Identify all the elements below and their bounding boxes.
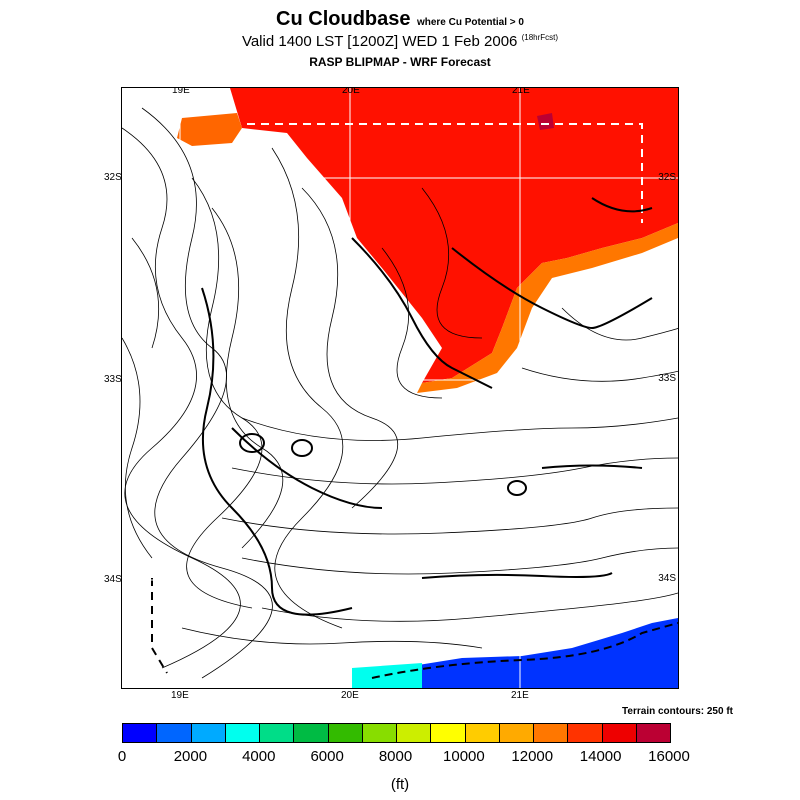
coastline xyxy=(371,622,678,679)
map-title: Cu Cloudbase xyxy=(276,8,411,30)
colorbar xyxy=(122,723,671,743)
colorbar-swatch xyxy=(362,724,397,742)
terrain-contours xyxy=(122,107,678,679)
graticule xyxy=(122,88,678,688)
left-lat-label: 33S xyxy=(104,374,122,385)
valid-time: Valid 1400 LST [1200Z] WED 1 Feb 2006 xyxy=(241,33,518,50)
colorbar-swatch xyxy=(397,724,432,742)
valid-time-line: Valid 1400 LST [1200Z] WED 1 Feb 2006 (1… xyxy=(0,33,800,50)
colorbar-tick-label: 4000 xyxy=(242,748,276,765)
cloudbase-low-region xyxy=(362,618,678,688)
top-lon-label: 19E xyxy=(172,87,190,96)
map-panel: 19E 20E 21E 32S 33S 34S xyxy=(121,87,679,689)
bottom-lon-label: 19E xyxy=(171,690,189,701)
colorbar-swatch xyxy=(636,724,670,742)
domain-boundary xyxy=(247,123,643,223)
right-lat-label: 34S xyxy=(658,573,676,584)
colorbar-swatch xyxy=(465,724,500,742)
colorbar-tick-label: 2000 xyxy=(173,748,208,765)
colorbar-tick-label: 0 xyxy=(117,748,127,765)
bottom-lon-label: 21E xyxy=(511,690,529,701)
top-lon-label: 20E xyxy=(342,87,360,96)
colorbar-tick-label: 12000 xyxy=(511,748,554,765)
right-lat-label: 33S xyxy=(658,373,676,384)
colorbar-swatch xyxy=(294,724,329,742)
colorbar-tick-label: 8000 xyxy=(378,748,413,765)
left-lat-label: 32S xyxy=(104,172,122,183)
bottom-lon-label: 20E xyxy=(341,690,359,701)
colorbar-tick-label: 10000 xyxy=(443,748,485,765)
cloudbase-orange-edge xyxy=(417,223,678,393)
colorbar-swatch xyxy=(225,724,260,742)
forecast-hour: (18hrFcst) xyxy=(521,33,559,42)
colorbar-swatch xyxy=(157,724,192,742)
right-lat-label: 32S xyxy=(658,172,676,183)
terrain-contours-bold xyxy=(201,197,653,616)
map-canvas xyxy=(122,88,678,688)
colorbar-tick-label: 6000 xyxy=(310,748,344,765)
title-line: Cu Cloudbase where Cu Potential > 0 xyxy=(0,8,800,31)
colorbar-swatch xyxy=(260,724,295,742)
terrain-contour-note: Terrain contours: 250 ft xyxy=(622,706,733,717)
colorbar-swatch xyxy=(534,724,569,742)
colorbar-swatch xyxy=(191,724,226,742)
colorbar-swatch xyxy=(328,724,363,742)
cloudbase-orange-west xyxy=(177,113,242,146)
colorbar-units: (ft) xyxy=(390,776,410,793)
top-lon-label: 21E xyxy=(512,87,530,96)
colorbar-tick-label: 14000 xyxy=(579,748,622,765)
left-lat-label: 34S xyxy=(104,574,122,585)
colorbar-swatch xyxy=(602,724,637,742)
colorbar-swatch xyxy=(568,724,603,742)
map-title-qualifier: where Cu Potential > 0 xyxy=(416,17,524,28)
source-line: RASP BLIPMAP - WRF Forecast xyxy=(309,55,491,69)
colorbar-swatch xyxy=(431,724,466,742)
domain-boundary-west xyxy=(151,578,168,674)
colorbar-swatch xyxy=(123,724,158,742)
cloudbase-high-region xyxy=(230,88,678,383)
colorbar-tick-label: 16000 xyxy=(648,748,690,765)
cloudbase-darkred-spot xyxy=(537,113,554,130)
colorbar-swatch xyxy=(499,724,534,742)
